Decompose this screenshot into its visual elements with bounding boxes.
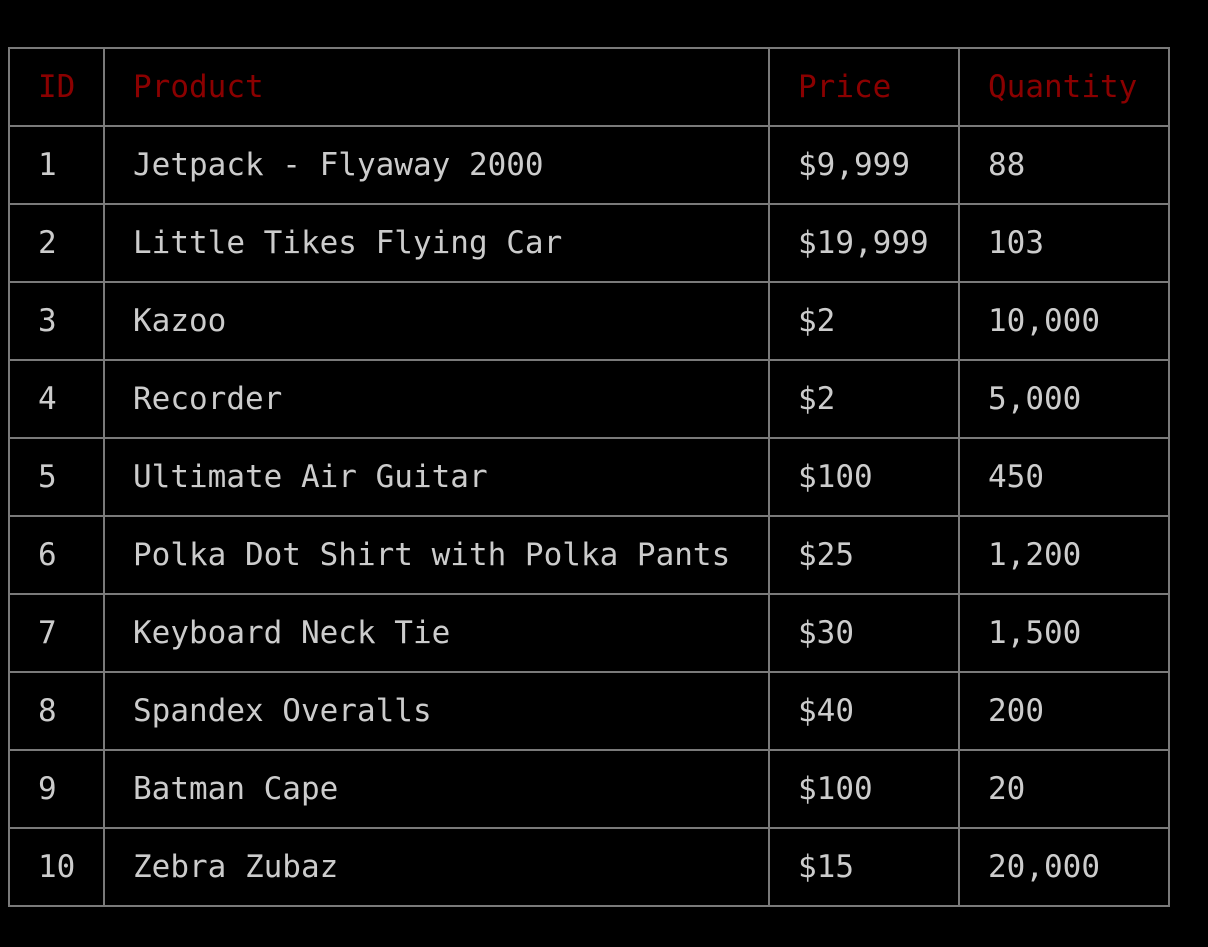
cell-price: $25 — [768, 515, 960, 595]
cell-price: $40 — [768, 671, 960, 751]
cell-id: 1 — [8, 125, 105, 205]
cell-quantity: 10,000 — [958, 281, 1170, 361]
table-row: 8 Spandex Overalls $40 200 — [8, 671, 1170, 751]
cell-quantity: 88 — [958, 125, 1170, 205]
cell-product: Zebra Zubaz — [103, 827, 770, 907]
table-body: 1 Jetpack - Flyaway 2000 $9,999 88 2 Lit… — [8, 125, 1170, 907]
table-row: 6 Polka Dot Shirt with Polka Pants $25 1… — [8, 515, 1170, 595]
cell-price: $2 — [768, 359, 960, 439]
header-price: Price — [768, 47, 960, 127]
cell-product: Batman Cape — [103, 749, 770, 829]
cell-product: Kazoo — [103, 281, 770, 361]
cell-quantity: 450 — [958, 437, 1170, 517]
cell-price: $30 — [768, 593, 960, 673]
cell-quantity: 5,000 — [958, 359, 1170, 439]
table-row: 9 Batman Cape $100 20 — [8, 749, 1170, 829]
cell-quantity: 200 — [958, 671, 1170, 751]
cell-id: 4 — [8, 359, 105, 439]
cell-price: $15 — [768, 827, 960, 907]
cell-id: 3 — [8, 281, 105, 361]
cell-price: $100 — [768, 749, 960, 829]
table-header-row: ID Product Price Quantity — [8, 47, 1170, 127]
table-row: 2 Little Tikes Flying Car $19,999 103 — [8, 203, 1170, 283]
cell-price: $9,999 — [768, 125, 960, 205]
cell-id: 8 — [8, 671, 105, 751]
header-quantity: Quantity — [958, 47, 1170, 127]
table-row: 4 Recorder $2 5,000 — [8, 359, 1170, 439]
cell-quantity: 103 — [958, 203, 1170, 283]
cell-id: 5 — [8, 437, 105, 517]
product-table: ID Product Price Quantity 1 Jetpack - Fl… — [8, 47, 1170, 907]
table-row: 3 Kazoo $2 10,000 — [8, 281, 1170, 361]
cell-id: 2 — [8, 203, 105, 283]
cell-product: Spandex Overalls — [103, 671, 770, 751]
table-row: 10 Zebra Zubaz $15 20,000 — [8, 827, 1170, 907]
cell-product: Recorder — [103, 359, 770, 439]
cell-product: Ultimate Air Guitar — [103, 437, 770, 517]
table-row: 5 Ultimate Air Guitar $100 450 — [8, 437, 1170, 517]
cell-price: $2 — [768, 281, 960, 361]
header-product: Product — [103, 47, 770, 127]
cell-price: $19,999 — [768, 203, 960, 283]
cell-quantity: 1,500 — [958, 593, 1170, 673]
header-id: ID — [8, 47, 105, 127]
cell-product: Keyboard Neck Tie — [103, 593, 770, 673]
table-row: 7 Keyboard Neck Tie $30 1,500 — [8, 593, 1170, 673]
cell-quantity: 20,000 — [958, 827, 1170, 907]
cell-id: 10 — [8, 827, 105, 907]
table-row: 1 Jetpack - Flyaway 2000 $9,999 88 — [8, 125, 1170, 205]
cell-product: Jetpack - Flyaway 2000 — [103, 125, 770, 205]
cell-id: 6 — [8, 515, 105, 595]
cell-quantity: 1,200 — [958, 515, 1170, 595]
cell-price: $100 — [768, 437, 960, 517]
cell-id: 7 — [8, 593, 105, 673]
cell-product: Little Tikes Flying Car — [103, 203, 770, 283]
cell-quantity: 20 — [958, 749, 1170, 829]
cell-product: Polka Dot Shirt with Polka Pants — [103, 515, 770, 595]
cell-id: 9 — [8, 749, 105, 829]
